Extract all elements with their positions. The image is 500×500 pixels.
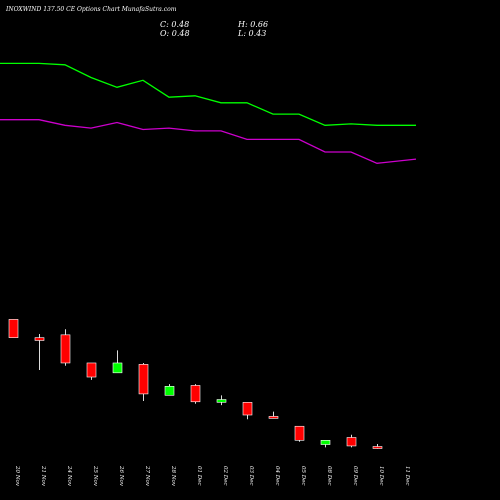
candle-body — [138, 364, 149, 395]
candle — [34, 334, 45, 370]
candle — [190, 384, 201, 404]
candle — [242, 402, 253, 420]
candle-body — [190, 385, 201, 403]
x-tick-label: 05 Dec — [300, 466, 306, 486]
candle — [268, 411, 279, 419]
candle — [86, 362, 97, 380]
high-value: H: 0.66 — [238, 20, 269, 29]
candle-body — [86, 362, 97, 378]
candle — [112, 350, 123, 374]
candle — [372, 443, 383, 449]
x-tick-label: 11 Dec — [404, 466, 410, 486]
low-value: L: 0.43 — [238, 29, 267, 38]
x-tick-label: 04 Dec — [274, 466, 280, 486]
x-tick-label: 24 Nov — [66, 465, 72, 487]
x-tick-label: 03 Dec — [248, 466, 254, 486]
candle-body — [242, 402, 253, 416]
x-tick-label: 26 Nov — [118, 465, 124, 487]
x-tick-label: 10 Dec — [378, 466, 384, 486]
candle — [60, 329, 71, 366]
candle — [320, 440, 331, 448]
x-tick-label: 08 Dec — [326, 466, 332, 486]
candle — [346, 434, 357, 448]
candles — [8, 319, 383, 449]
candle-body — [60, 334, 71, 364]
candle-body — [346, 437, 357, 447]
candle — [294, 425, 305, 442]
candle — [164, 384, 175, 396]
x-tick-label: 20 Nov — [14, 465, 20, 487]
x-tick-label: 25 Nov — [92, 465, 98, 487]
candle-body — [34, 337, 45, 341]
candle-body — [372, 446, 383, 449]
x-tick-label: 28 Nov — [170, 465, 176, 487]
candle-body — [216, 399, 227, 403]
chart-title: INOXWIND 137.50 CE Options Chart MunafaS… — [6, 6, 177, 13]
series-line-1 — [0, 119, 417, 164]
candle-body — [8, 319, 19, 338]
candle — [216, 395, 227, 406]
x-tick-label: 21 Nov — [40, 465, 46, 487]
x-axis-labels: 20 Nov 21 Nov 24 Nov 25 Nov 26 Nov 27 Nov 28 N… — [14, 465, 410, 487]
close-value: C: 0.48 — [160, 20, 190, 29]
candle — [8, 319, 19, 338]
x-tick-label: 01 Dec — [196, 466, 202, 486]
candle-body — [294, 425, 305, 441]
x-tick-label: 09 Dec — [352, 466, 358, 486]
candle — [138, 362, 149, 401]
candle-body — [320, 440, 331, 445]
moving-average-lines — [0, 62, 417, 164]
candle-body — [268, 416, 279, 419]
x-tick-label: 27 Nov — [144, 465, 150, 487]
candle-body — [112, 362, 123, 374]
x-tick-label: 02 Dec — [222, 466, 228, 486]
series-line-0 — [0, 62, 416, 126]
candle-body — [164, 386, 175, 396]
open-value: O: 0.48 — [160, 29, 190, 38]
